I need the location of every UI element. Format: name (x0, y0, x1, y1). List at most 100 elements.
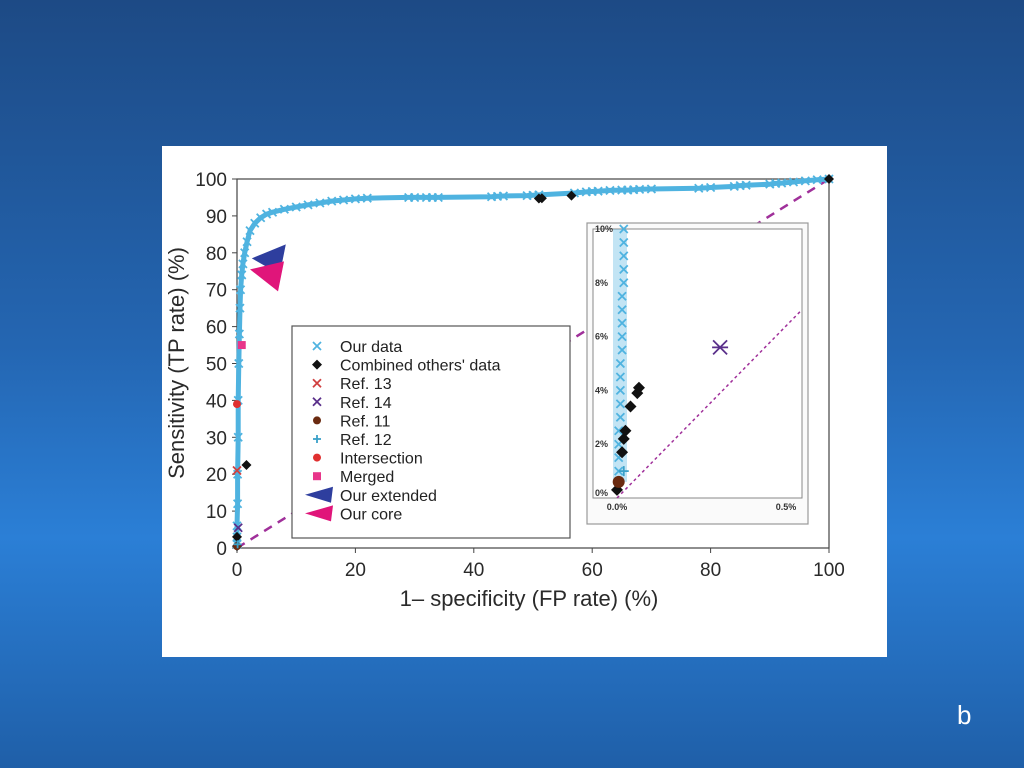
inset-x-tick-label: 0.5% (776, 502, 797, 512)
inset-our-data-band (613, 229, 627, 482)
data-point (694, 183, 704, 193)
data-point (237, 341, 246, 350)
data-point (242, 237, 252, 247)
inset-y-tick-label: 4% (595, 385, 608, 395)
inset-data-point (631, 387, 644, 400)
data-point (812, 175, 822, 185)
legend-marker (305, 486, 333, 503)
figure-panel: 0 20 40 60 80 100 0 10 20 30 40 50 60 70 80 90 100 0% 2% 4… (162, 146, 887, 657)
data-point (646, 184, 657, 194)
data-point (800, 176, 810, 186)
inset-data-point (615, 412, 626, 422)
legend-marker (313, 453, 321, 462)
inset-data-point (615, 372, 626, 382)
legend-label: Intersection (340, 451, 423, 468)
data-point (777, 178, 787, 188)
data-point (327, 196, 337, 206)
inset-data-point (617, 331, 627, 342)
y-tick-label: 40 (206, 391, 227, 412)
inset-y-tick-label: 10% (595, 224, 613, 234)
inset-data-point (619, 264, 629, 274)
x-tick-label: 0 (232, 560, 243, 581)
y-axis-title: Sensitivity (TP rate) (%) (164, 247, 189, 479)
inset-x-tick-label: 0.0% (607, 502, 628, 512)
data-point (824, 174, 834, 184)
y-tick-label: 10 (206, 502, 227, 523)
data-point (245, 226, 255, 236)
legend-label: Ref. 14 (340, 395, 392, 412)
y-tick-label: 30 (206, 428, 227, 449)
x-tick-label: 100 (813, 560, 845, 581)
legend-marker (312, 397, 322, 407)
legend-label: Our extended (340, 488, 437, 505)
y-tick-label: 20 (206, 465, 227, 486)
inset-data-point (619, 237, 629, 248)
y-tick-label: 100 (195, 170, 227, 191)
data-point (240, 248, 250, 258)
roc-chart: 0 20 40 60 80 100 0 10 20 30 40 50 60 70 80 90 100 0% 2% 4… (164, 170, 845, 611)
legend-frame (291, 325, 571, 539)
inset-data-point (624, 400, 637, 413)
inset-data-point (619, 278, 629, 288)
inset-plot-area (592, 228, 803, 499)
data-point (233, 400, 241, 409)
inset-data-point (619, 424, 632, 437)
inset-data-point (617, 291, 627, 301)
x-tick-label: 40 (463, 560, 484, 581)
legend-marker (305, 505, 333, 522)
inset-data-point (712, 339, 729, 355)
y-tick-label: 60 (206, 318, 227, 339)
data-point (234, 358, 244, 369)
data-point (536, 193, 547, 204)
legend-marker (312, 359, 322, 370)
inset-y-tick-label: 2% (595, 439, 608, 449)
data-point (593, 186, 603, 196)
data-point (634, 184, 645, 194)
data-point (605, 185, 615, 196)
y-tick-label: 70 (206, 281, 227, 302)
inset-data-point (612, 475, 625, 488)
inset-y-tick-label: 6% (595, 332, 608, 342)
inset-data-point (617, 432, 630, 445)
data-point (237, 270, 247, 280)
inset-data-point (632, 381, 645, 394)
inset-data-point (615, 358, 626, 369)
legend-marker (313, 472, 321, 481)
inset-y-tick-label: 8% (595, 278, 608, 288)
data-point (234, 329, 245, 339)
legend-marker (313, 435, 321, 443)
legend-label: Our data (340, 339, 402, 356)
data-point (498, 191, 509, 201)
legend-marker (313, 416, 321, 425)
inset-data-point (614, 466, 624, 476)
data-point (241, 459, 252, 470)
x-tick-label: 20 (345, 560, 366, 581)
data-point (291, 202, 301, 212)
inset-data-point (619, 224, 629, 234)
data-point (350, 194, 361, 204)
legend-label: Ref. 13 (340, 376, 392, 393)
data-point (256, 213, 266, 223)
y-tick-label: 50 (206, 355, 227, 376)
wedge-marker (250, 261, 285, 292)
y-tick-label: 0 (216, 539, 227, 560)
slide-letter: b (957, 700, 972, 730)
main-plot-area: 0 20 40 60 80 100 0 10 20 30 40 50 60 70 80 90 100 (195, 170, 845, 581)
data-point (233, 432, 243, 442)
x-axis-title: 1– specificity (FP rate) (%) (400, 586, 659, 611)
data-point (566, 190, 577, 201)
inset-data-point (617, 305, 627, 315)
inset-data-point (617, 345, 627, 355)
inset-plot: 0% 2% 4% 6% 8% 10% 0.0% 0.5% (586, 222, 809, 525)
legend-marker (312, 378, 322, 388)
y-tick-label: 80 (206, 244, 227, 265)
data-point (232, 499, 243, 509)
data-point (433, 192, 443, 203)
data-point (238, 259, 248, 269)
inset-data-point (616, 446, 629, 459)
data-point (279, 204, 289, 214)
data-point (267, 207, 278, 217)
legend-label: Ref. 12 (340, 432, 392, 449)
data-point (338, 195, 349, 205)
